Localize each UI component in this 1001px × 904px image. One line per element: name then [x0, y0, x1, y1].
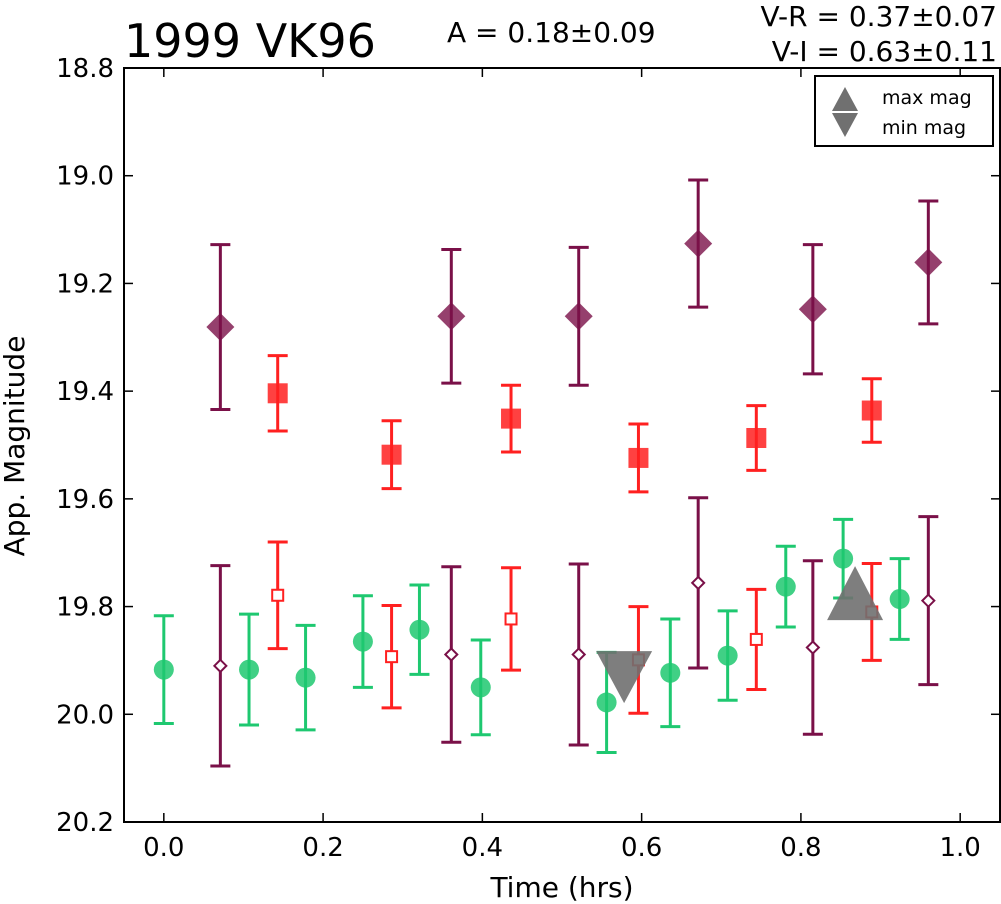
data-point-square [628, 447, 649, 468]
x-tick-label: 0.0 [143, 833, 184, 863]
plot-frame [123, 67, 1001, 823]
data-point-diamond [684, 229, 713, 258]
x-axis-label: Time (hrs) [489, 871, 633, 904]
data-point-diamond-open [571, 647, 587, 662]
data-point-square [267, 383, 288, 404]
data-point-square-open [385, 650, 399, 664]
data-point-circle [660, 662, 681, 683]
data-point-circle [470, 677, 491, 698]
data-point-circle [775, 576, 796, 597]
data-point-diamond [798, 295, 827, 324]
data-point-square-open [749, 632, 763, 646]
data-point-diamond-open [443, 647, 459, 662]
legend-max-mag-triangle-icon [832, 87, 858, 111]
x-tick-label: 0.2 [302, 833, 343, 863]
data-point-diamond-open [690, 575, 706, 591]
legend: max mag min mag [814, 75, 994, 147]
y-tick-label: 19.6 [56, 485, 114, 515]
data-point-square-open [271, 588, 285, 602]
data-point-square [861, 400, 882, 421]
y-tick-label: 19.2 [56, 269, 114, 299]
data-point-circle [239, 659, 260, 680]
data-point-diamond [206, 313, 235, 342]
data-point-circle [717, 645, 738, 666]
data-point-circle [295, 667, 316, 688]
y-tick-label: 18.8 [56, 54, 114, 84]
data-point-circle [889, 589, 910, 610]
data-point-circle [833, 548, 854, 569]
data-point-square-open [504, 612, 518, 626]
data-point-diamond [564, 302, 593, 331]
y-axis-label: App. Magnitude [0, 336, 31, 557]
x-tick-label: 0.4 [462, 833, 503, 863]
data-point-diamond [437, 302, 466, 331]
data-point-square [381, 444, 402, 465]
data-point-square [746, 427, 767, 448]
y-tick-label: 19.8 [56, 593, 114, 623]
y-tick-label: 19.0 [56, 162, 114, 192]
data-point-diamond-open [805, 640, 821, 655]
data-markers [153, 229, 943, 713]
data-point-square [501, 408, 522, 429]
legend-min-mag-label: min mag [882, 117, 966, 139]
amplitude-annotation: A = 0.18±0.09 [447, 16, 656, 49]
data-point-circle [352, 631, 373, 652]
y-tick-label: 19.4 [56, 377, 114, 407]
vr-color-annotation: V-R = 0.37±0.07 [761, 0, 997, 33]
legend-min-mag-triangle-icon [832, 113, 858, 137]
data-point-circle [596, 692, 617, 713]
max-mag-triangle-marker [827, 566, 884, 621]
x-tick-label: 0.8 [780, 833, 821, 863]
y-tick-label: 20.2 [56, 808, 114, 838]
data-point-circle [153, 659, 174, 680]
chart-title: 1999 VK96 [124, 14, 376, 68]
x-tick-label: 0.6 [621, 833, 662, 863]
data-point-circle [409, 619, 430, 640]
min-mag-triangle-marker [596, 651, 653, 704]
legend-max-mag-label: max mag [882, 87, 972, 109]
y-tick-label: 20.0 [56, 700, 114, 730]
x-tick-label: 1.0 [940, 833, 981, 863]
data-point-diamond-open [212, 658, 228, 674]
data-point-diamond-open [920, 593, 936, 609]
data-point-diamond [914, 248, 943, 277]
axis-ticks: 0.0 0.2 0.4 0.6 0.8 1.0 18.8 19.0 19.2 19.4 19.6 19… [56, 54, 1000, 863]
vi-color-annotation: V-I = 0.63±0.11 [772, 35, 997, 68]
